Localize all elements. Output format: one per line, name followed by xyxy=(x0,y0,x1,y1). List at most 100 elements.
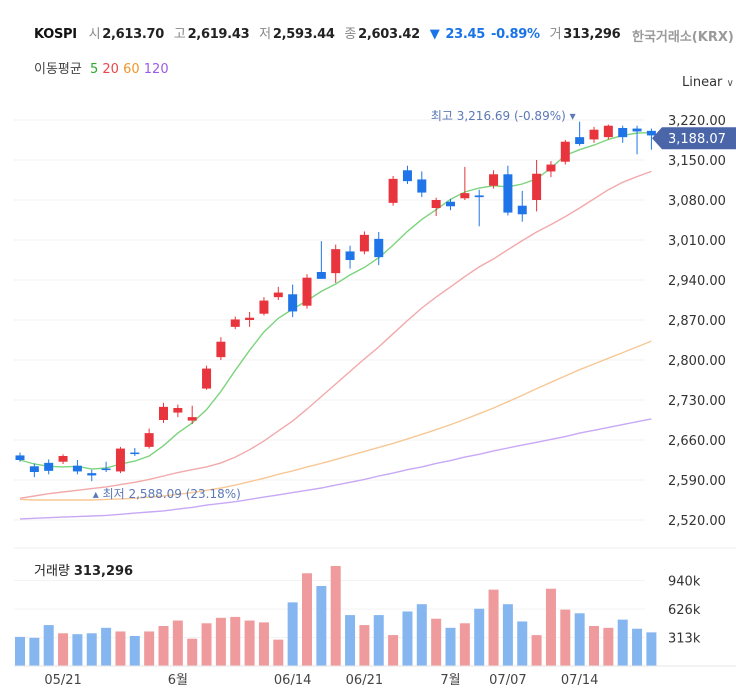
volume-bar xyxy=(244,620,255,666)
volume-tick-label: 940k xyxy=(668,575,701,590)
ma20-line xyxy=(19,170,652,499)
candle-body xyxy=(417,179,427,193)
current-price-label: 3,188.07 xyxy=(668,132,726,147)
candle xyxy=(115,446,125,474)
open-value: 2,613.70 xyxy=(102,27,165,42)
candle-body xyxy=(618,128,628,138)
candle-body xyxy=(187,417,197,421)
y-tick-label: 3,010.00 xyxy=(668,234,726,249)
candle-body xyxy=(402,170,412,182)
volume-panel-label: 거래량 313,296 xyxy=(34,560,133,579)
data-source: 한국거래소(KRX) xyxy=(632,30,734,45)
candle xyxy=(29,463,39,478)
candle-body xyxy=(302,277,312,306)
candle-body xyxy=(216,341,226,358)
y-tick-label: 2,520.00 xyxy=(668,514,726,529)
y-tick-label: 2,660.00 xyxy=(668,434,726,449)
ma60-period: 60 xyxy=(123,62,140,77)
volume-label: 거 xyxy=(549,27,562,42)
candle xyxy=(230,316,240,330)
candle xyxy=(345,245,355,269)
chevron-down-icon: ∨ xyxy=(726,78,734,89)
candle xyxy=(474,189,484,227)
moving-average-legend[interactable]: 이동평균 5 20 60 120 xyxy=(34,58,169,77)
y-tick-label: 2,590.00 xyxy=(668,474,726,489)
candle-body xyxy=(532,173,542,200)
candle-body xyxy=(44,462,54,471)
volume-bar xyxy=(215,617,226,666)
change-percent: -0.89% xyxy=(491,27,540,42)
candle xyxy=(589,126,599,143)
candle-body xyxy=(173,408,183,413)
candle-body xyxy=(331,249,341,274)
volume-bar xyxy=(632,628,643,666)
volume-bar xyxy=(474,608,485,666)
volume-bar xyxy=(316,586,327,666)
candle-body xyxy=(130,452,140,455)
volume-bar xyxy=(603,627,614,666)
candle-body xyxy=(575,137,585,144)
candle-body xyxy=(489,174,499,186)
candle xyxy=(446,198,455,211)
volume-bar xyxy=(402,611,413,666)
candle xyxy=(618,125,628,143)
candle xyxy=(44,459,54,475)
candle-body xyxy=(15,455,25,460)
candle-body xyxy=(72,465,82,472)
candle xyxy=(187,405,197,424)
ma120-line xyxy=(19,418,652,520)
close-label: 종 xyxy=(344,27,357,42)
volume-bar xyxy=(560,609,571,666)
open-label: 시 xyxy=(88,27,101,42)
candle-body xyxy=(29,466,39,472)
candle-body xyxy=(446,201,455,207)
candle-body xyxy=(202,368,212,389)
candle-body xyxy=(87,473,97,476)
volume-bar xyxy=(101,627,112,666)
candle-body xyxy=(159,406,168,420)
x-tick-label: 06/21 xyxy=(346,673,383,688)
x-tick-label: 05/21 xyxy=(44,673,81,688)
candle xyxy=(316,241,326,279)
low-label: 저 xyxy=(259,27,271,42)
high-label: 고 xyxy=(173,27,186,42)
candle-body xyxy=(646,130,656,136)
high-value: 2,619.43 xyxy=(187,27,250,42)
candle xyxy=(58,454,68,464)
x-tick-label: 06/14 xyxy=(274,673,311,688)
ma20-period: 20 xyxy=(102,62,119,77)
volume-bar xyxy=(502,604,513,666)
y-tick-label: 3,220.00 xyxy=(668,114,726,129)
volume-bar xyxy=(144,631,155,666)
volume-bar xyxy=(459,623,470,666)
volume-bar xyxy=(15,636,25,666)
candle xyxy=(632,125,642,155)
y-tick-label: 3,150.00 xyxy=(668,154,726,169)
change-value: 23.45 xyxy=(445,27,486,42)
candle xyxy=(431,197,441,216)
candle xyxy=(575,121,585,146)
candle xyxy=(101,461,111,472)
scale-dropdown[interactable]: Linear ∨ xyxy=(682,75,734,90)
candle xyxy=(489,170,499,189)
volume-bar xyxy=(172,620,183,666)
candle xyxy=(402,165,412,184)
candle xyxy=(331,244,341,283)
volume-bar xyxy=(273,639,284,666)
candle xyxy=(288,284,298,318)
candle-body xyxy=(431,200,441,208)
candle-body xyxy=(245,317,255,320)
price-header: KOSPI 시 2,613.70 고 2,619.43 저 2,593.44 종 2,6… xyxy=(34,23,626,42)
candle xyxy=(173,404,183,418)
candle xyxy=(144,428,154,449)
candle-body xyxy=(503,174,513,213)
volume-bar xyxy=(589,626,599,666)
candle-body xyxy=(230,319,240,327)
candle-body xyxy=(388,178,398,203)
y-tick-label: 2,940.00 xyxy=(668,274,726,289)
candle-body xyxy=(632,128,642,132)
candle xyxy=(202,365,212,390)
ma5-period: 5 xyxy=(89,62,99,77)
volume-bar xyxy=(617,619,628,666)
